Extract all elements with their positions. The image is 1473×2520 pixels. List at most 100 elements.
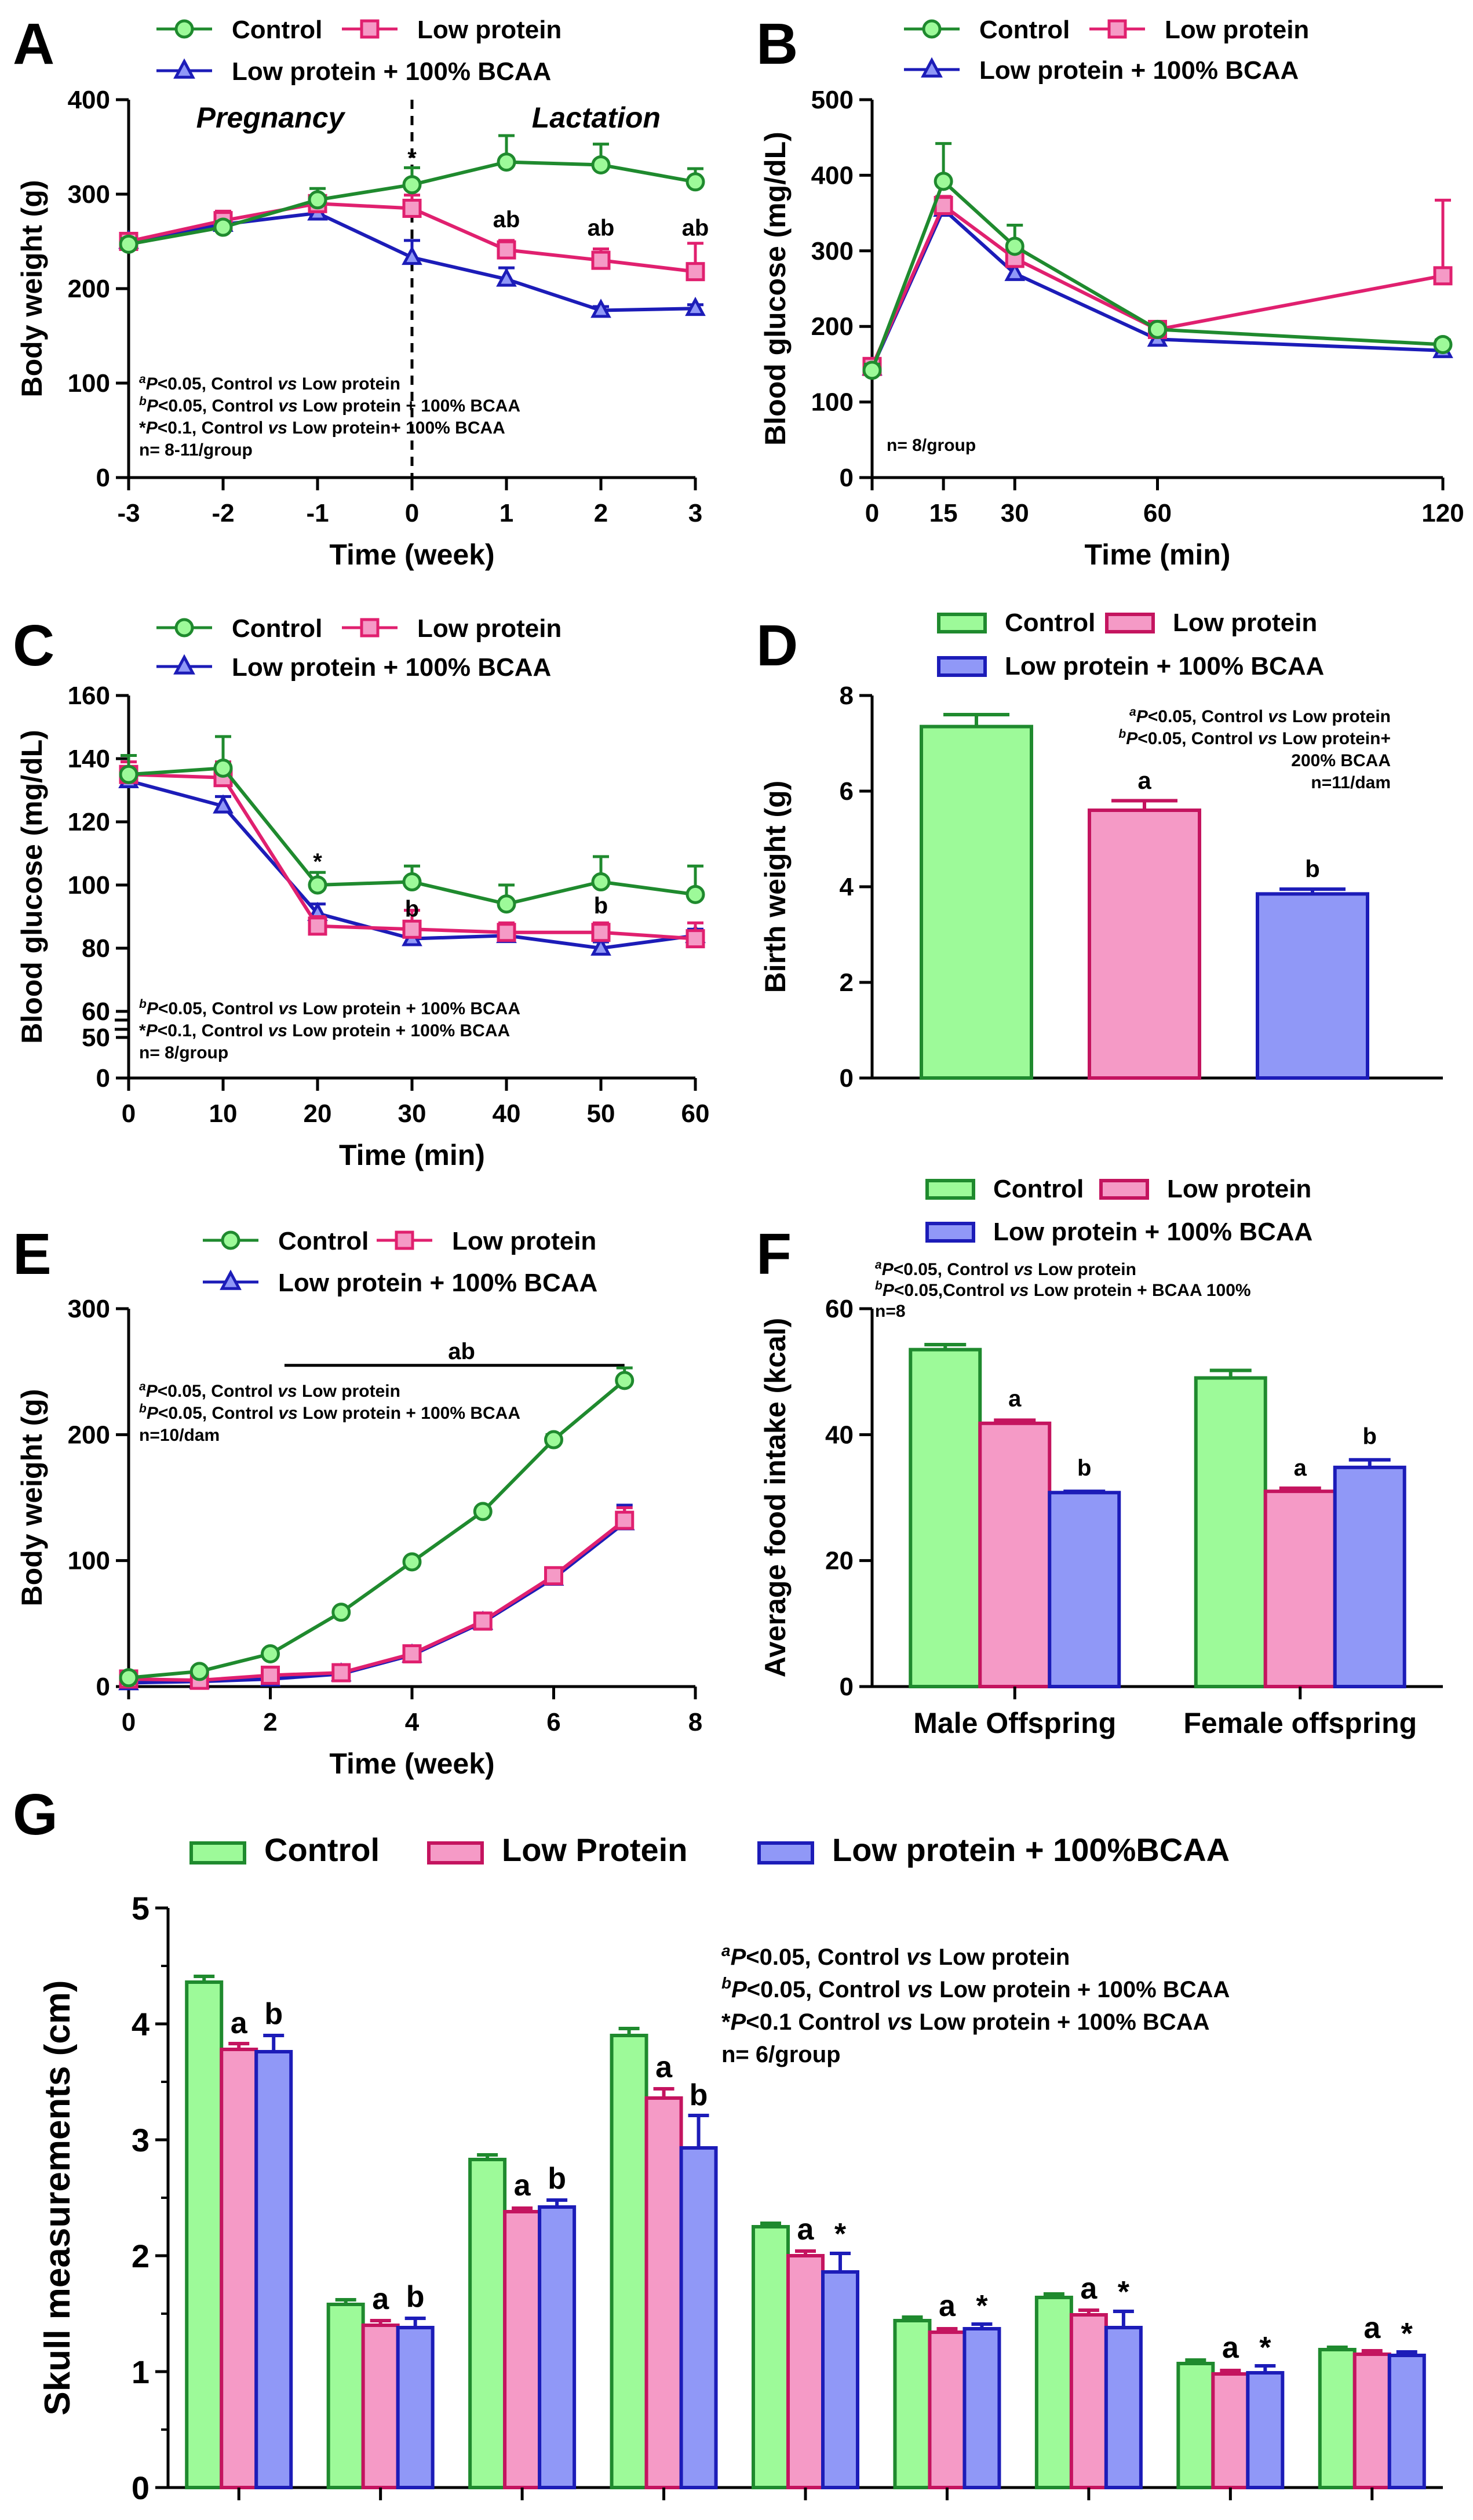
data-point	[544, 1566, 563, 1586]
x-axis-title: Time (min)	[339, 1139, 485, 1171]
bar-control	[468, 2158, 507, 2489]
footnote-line: bP<0.05, Control vs Low protein+	[1118, 727, 1391, 749]
panel-label: B	[756, 12, 798, 77]
bar-low-protein-100-bcaa	[1048, 1491, 1121, 1688]
x-tick-label: SL	[218, 2516, 260, 2520]
panel-label: F	[756, 1222, 792, 1287]
bar-low-protein-100-bcaa	[821, 2270, 859, 2489]
bar-low-protein	[978, 1421, 1052, 1689]
data-point	[402, 1644, 422, 1663]
data-point	[544, 1430, 563, 1450]
y-tick-label: 50	[82, 1024, 110, 1052]
bar-low-protein-100-bcaa	[1246, 2371, 1285, 2489]
data-point	[189, 1662, 209, 1681]
x-tick-label: NCL	[489, 2516, 556, 2520]
data-point	[402, 245, 422, 265]
bar-control	[326, 2303, 365, 2489]
data-point	[473, 1502, 493, 1521]
data-point	[1148, 319, 1167, 339]
footnote-line: bP<0.05,Control vs Low protein + BCAA 10…	[875, 1279, 1251, 1301]
data-point	[685, 297, 706, 316]
footnote-line: n= 8/group	[139, 1043, 228, 1062]
legend-swatch-low-protein	[1099, 1179, 1149, 1200]
y-tick-label: 8	[840, 682, 854, 710]
x-axis-title: Time (week)	[329, 1747, 494, 1780]
legend-marker-triangle-icon	[173, 58, 195, 79]
bar-low-protein-100-bcaa	[679, 2146, 718, 2489]
x-tick-label: 60	[681, 1099, 710, 1128]
significance-label: ab	[588, 216, 615, 241]
bar-low-protein	[220, 2048, 258, 2489]
data-point	[591, 923, 611, 942]
significance-label: a	[1080, 2272, 1098, 2306]
data-point	[1005, 236, 1024, 256]
data-point	[213, 794, 234, 814]
data-point	[331, 1603, 351, 1622]
legend-item-low-protein-100-bcaa: Low protein + 100% BCAA	[925, 1218, 1312, 1246]
y-tick-label: 80	[82, 934, 110, 963]
legend-marker-circle-icon	[174, 618, 194, 638]
data-point	[497, 152, 516, 172]
y-axis-title: Average food intake (kcal)	[759, 1318, 792, 1678]
legend-swatch-control	[937, 613, 987, 633]
y-tick-label: 100	[68, 369, 110, 398]
significance-label: *	[834, 2217, 847, 2251]
footnote-line: aP<0.05, Control vs Low protein	[139, 1380, 400, 1401]
significance-label: *	[1118, 2275, 1130, 2309]
x-tick-label: 0	[865, 499, 879, 527]
bar-low-protein	[1211, 2372, 1250, 2489]
bar-low-protein	[1088, 809, 1201, 1080]
y-tick-label: 6	[840, 777, 854, 806]
phase-label-lactation: Lactation	[532, 101, 661, 134]
x-tick-label: 30	[1001, 499, 1029, 527]
panel-f: F Control Low protein Low protein + 100% BC…	[756, 1175, 1443, 1739]
bar-group-fh: FH a *	[1176, 2331, 1285, 2520]
significance-label: ab	[448, 1339, 475, 1364]
legend-marker-triangle-icon	[921, 57, 943, 78]
y-tick-label: 60	[825, 1295, 854, 1323]
data-point	[402, 198, 422, 218]
data-point	[686, 172, 705, 192]
bar-low-protein	[503, 2210, 542, 2489]
y-tick-label: 160	[68, 682, 110, 710]
series-control	[119, 1366, 635, 1688]
legend-marker-circle-icon	[922, 19, 942, 39]
footnote-line: bP<0.05, Control vs Low protein + 100% B…	[139, 1402, 520, 1423]
bar-group-sb: SB ab	[610, 2027, 718, 2520]
legend-marker-square-icon	[1107, 19, 1127, 39]
legend-label: Control	[979, 16, 1070, 44]
data-point	[591, 155, 611, 174]
y-tick-label: 1	[132, 2354, 150, 2390]
bar-control	[893, 2319, 932, 2489]
legend-marker-circle-icon	[174, 19, 194, 39]
legend-item-low-protein: Low protein	[1099, 1175, 1311, 1203]
y-tick-label: 200	[811, 312, 854, 341]
x-tick-label: 0	[405, 499, 419, 527]
legend-label: Low protein	[417, 614, 562, 643]
y-tick-label: 0	[132, 2470, 150, 2506]
significance-label: a	[1137, 767, 1151, 794]
significance-label: a	[1222, 2331, 1239, 2365]
data-point	[497, 923, 516, 942]
x-tick-label: 10	[209, 1099, 238, 1128]
data-point	[934, 172, 953, 191]
data-point	[119, 764, 138, 784]
significance-label: a	[655, 2051, 673, 2084]
significance-label: b	[1077, 1455, 1091, 1481]
x-tick-label: 6	[546, 1708, 560, 1736]
legend-item-control: Control	[203, 1227, 369, 1255]
x-tick-label: -3	[117, 499, 140, 527]
footnote-line: bP<0.05, Control vs Low protein + 100% B…	[139, 395, 520, 416]
legend-item-control: Control	[904, 16, 1070, 44]
legend-item-low-protein-100-bcaa: Low protein + 100% BCAA	[904, 56, 1299, 85]
data-point	[1004, 261, 1026, 281]
y-axis-title: Blood glucose (mg/dL)	[759, 132, 792, 446]
significance-label: b	[1305, 855, 1320, 883]
y-tick-label: 0	[840, 1064, 854, 1093]
legend-item-control: Control	[937, 609, 1095, 637]
significance-label: *	[976, 2289, 988, 2323]
bar-control	[610, 2034, 648, 2489]
x-tick-label: 15	[929, 499, 958, 527]
legend-item-low-protein: Low protein	[342, 614, 562, 643]
significance-label: a	[514, 2169, 531, 2202]
